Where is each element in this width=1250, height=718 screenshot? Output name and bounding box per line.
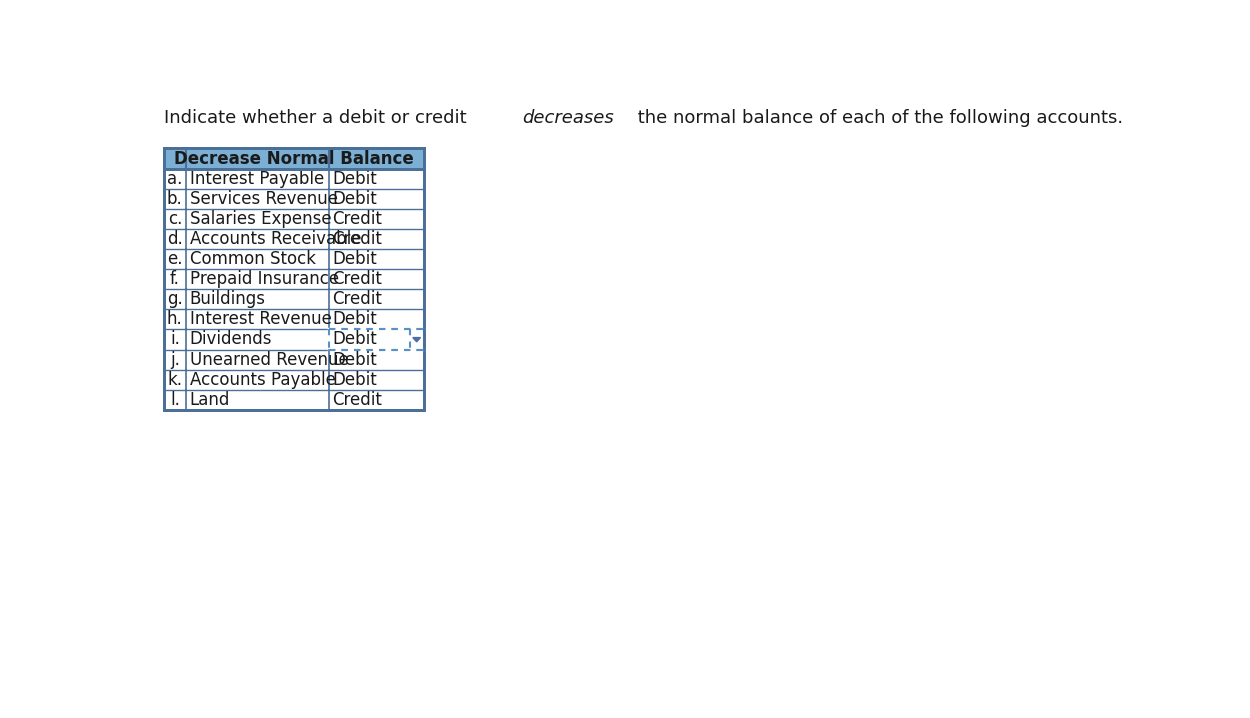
Text: decreases: decreases bbox=[522, 109, 614, 127]
Text: d.: d. bbox=[168, 230, 182, 248]
Text: g.: g. bbox=[168, 291, 182, 309]
Text: Indicate whether a debit or credit: Indicate whether a debit or credit bbox=[164, 109, 472, 127]
Text: Credit: Credit bbox=[332, 291, 382, 309]
Text: Accounts Payable: Accounts Payable bbox=[190, 370, 335, 388]
Text: Credit: Credit bbox=[332, 230, 382, 248]
Text: l.: l. bbox=[170, 391, 180, 409]
Text: b.: b. bbox=[168, 190, 182, 208]
Text: Credit: Credit bbox=[332, 210, 382, 228]
Text: i.: i. bbox=[170, 330, 180, 348]
Text: c.: c. bbox=[168, 210, 182, 228]
Text: Debit: Debit bbox=[332, 330, 378, 348]
Text: Salaries Expense: Salaries Expense bbox=[190, 210, 331, 228]
Text: j.: j. bbox=[170, 350, 180, 368]
Text: Land: Land bbox=[190, 391, 230, 409]
Text: Debit: Debit bbox=[332, 310, 378, 328]
Bar bbox=[164, 148, 424, 409]
Text: Unearned Revenue: Unearned Revenue bbox=[190, 350, 349, 368]
Text: Buildings: Buildings bbox=[190, 291, 265, 309]
Text: f.: f. bbox=[170, 271, 180, 289]
Bar bbox=[164, 148, 424, 169]
Text: k.: k. bbox=[168, 370, 182, 388]
Text: Debit: Debit bbox=[332, 350, 378, 368]
Text: the normal balance of each of the following accounts.: the normal balance of each of the follow… bbox=[632, 109, 1124, 127]
Text: Decrease Normal Balance: Decrease Normal Balance bbox=[174, 149, 414, 167]
Text: Dividends: Dividends bbox=[190, 330, 272, 348]
Text: e.: e. bbox=[168, 251, 182, 269]
Bar bbox=[164, 148, 424, 409]
Text: Interest Revenue: Interest Revenue bbox=[190, 310, 331, 328]
Text: Interest Payable: Interest Payable bbox=[190, 170, 324, 188]
Text: Credit: Credit bbox=[332, 391, 382, 409]
Text: Prepaid Insurance: Prepaid Insurance bbox=[190, 271, 339, 289]
Text: Common Stock: Common Stock bbox=[190, 251, 315, 269]
Text: Debit: Debit bbox=[332, 370, 378, 388]
Text: Debit: Debit bbox=[332, 251, 378, 269]
Text: Debit: Debit bbox=[332, 170, 378, 188]
Text: Debit: Debit bbox=[332, 190, 378, 208]
Text: a.: a. bbox=[168, 170, 182, 188]
Bar bbox=[164, 148, 424, 169]
Polygon shape bbox=[412, 337, 420, 342]
Text: Accounts Receivable: Accounts Receivable bbox=[190, 230, 361, 248]
Text: Credit: Credit bbox=[332, 271, 382, 289]
Text: Services Revenue: Services Revenue bbox=[190, 190, 338, 208]
Text: h.: h. bbox=[168, 310, 182, 328]
